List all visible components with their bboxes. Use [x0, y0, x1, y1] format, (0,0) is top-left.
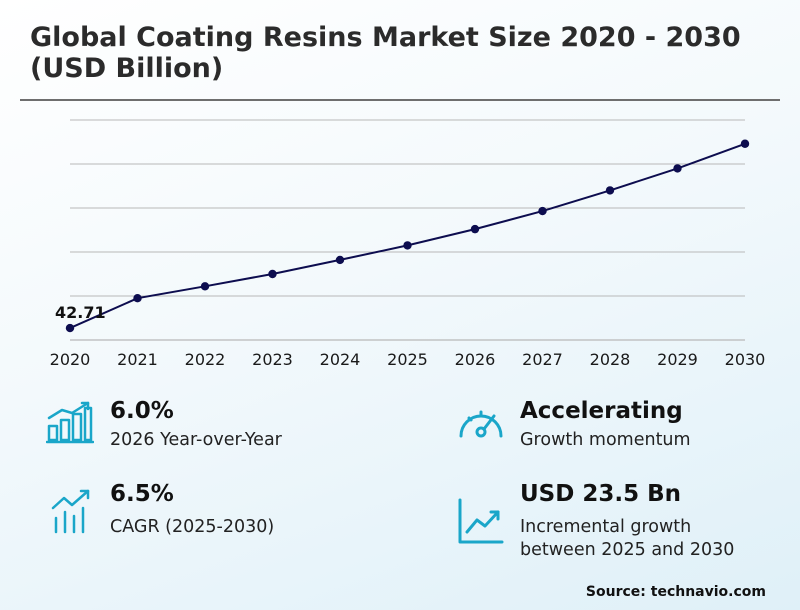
data-point — [268, 269, 277, 279]
kpi-momentum-value: Accelerating — [520, 398, 683, 424]
x-tick-label: 2020 — [50, 350, 91, 369]
title-divider — [20, 99, 780, 101]
chart-grid — [70, 119, 745, 341]
data-point — [605, 186, 615, 195]
bar-chart-growth-icon — [46, 401, 94, 444]
data-point — [133, 294, 142, 303]
series-line — [69, 142, 746, 330]
data-point — [470, 224, 480, 234]
x-tick-label: 2026 — [455, 350, 496, 369]
data-labels: 42.71 — [55, 303, 106, 322]
kpi-yoy-label: 2026 Year-over-Year — [110, 430, 282, 450]
x-tick-label: 2027 — [522, 350, 563, 369]
data-point — [538, 206, 547, 216]
kpi-incremental-value: USD 23.5 Bn — [520, 481, 681, 507]
data-label: 42.71 — [55, 303, 106, 322]
x-tick-label: 2022 — [185, 350, 226, 369]
data-point — [200, 282, 210, 291]
data-point — [403, 241, 412, 250]
x-tick-label: 2023 — [252, 350, 293, 369]
trend-bars-icon — [51, 489, 90, 534]
data-point — [335, 255, 345, 265]
x-tick-label: 2028 — [590, 350, 631, 369]
x-tick-label: 2021 — [117, 350, 158, 369]
x-axis-ticks: 2020 2021 2022 2023 2024 2025 2026 2027 2028 2029… — [50, 350, 766, 369]
kpi-cagr-label: CAGR (2025-2030) — [110, 517, 275, 537]
kpi-incremental-label-line2: between 2025 and 2030 — [520, 540, 735, 560]
x-tick-label: 2029 — [657, 350, 698, 369]
line-chart: 2020 2021 2022 2023 2024 2025 2026 2027 2028 2029… — [50, 119, 766, 369]
data-point — [740, 139, 750, 148]
speedometer-icon — [459, 410, 503, 438]
data-point — [65, 323, 75, 333]
x-tick-label: 2025 — [387, 350, 428, 369]
kpi-momentum-label: Growth momentum — [520, 430, 691, 450]
trend-chart-icon — [458, 498, 504, 544]
chart-title: Global Coating Resins Market Size 2020 -… — [30, 22, 741, 84]
series-points — [65, 139, 750, 333]
source-credit: Source: technavio.com — [585, 584, 766, 600]
kpi-yoy-value: 6.0% — [110, 398, 174, 424]
data-point — [673, 164, 682, 173]
kpi-cagr-value: 6.5% — [110, 481, 174, 507]
kpi-incremental-label-line1: Incremental growth — [520, 517, 692, 537]
x-tick-label: 2030 — [725, 350, 766, 369]
x-tick-label: 2024 — [320, 350, 361, 369]
